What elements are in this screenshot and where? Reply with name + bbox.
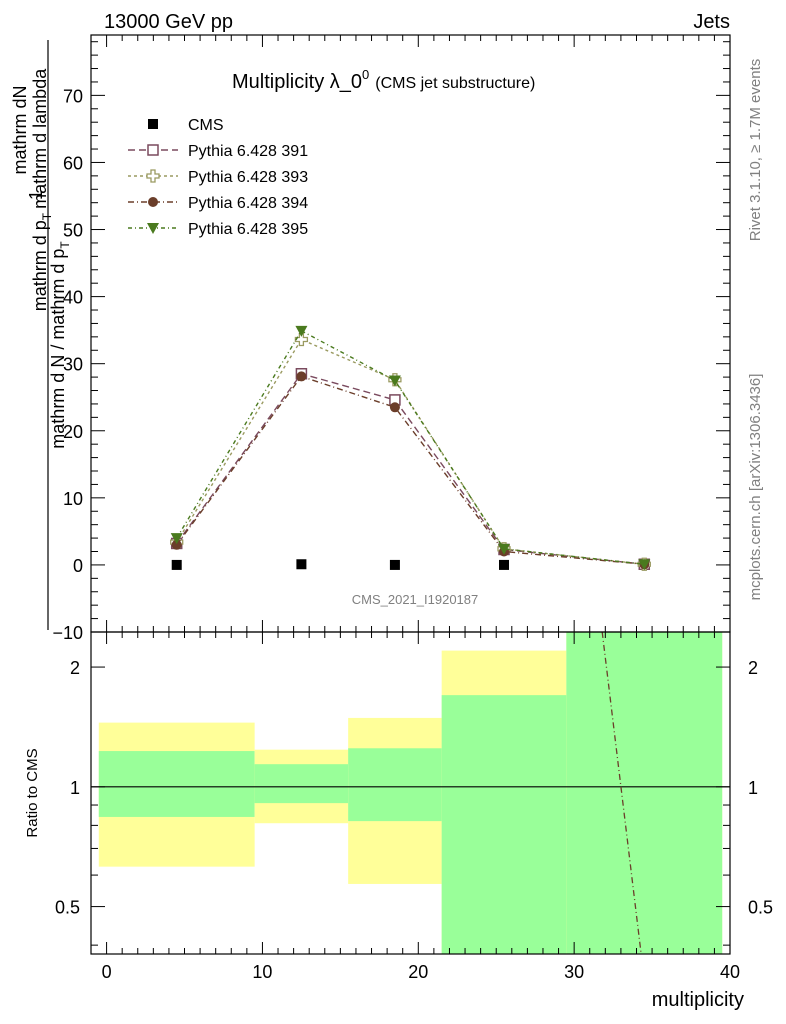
series-line: [176, 375, 645, 565]
legend-label: CMS: [188, 117, 224, 134]
legend-entry: Pythia 6.428 394: [128, 195, 308, 212]
svg-text:mathrm d N / mathrm d pT: mathrm d N / mathrm d pT: [48, 241, 72, 449]
x-tick-label: 30: [564, 962, 584, 982]
ratio-tick-label-right: 1: [748, 778, 758, 798]
y-tick-label: 10: [63, 489, 83, 509]
series-0: [171, 559, 650, 570]
data-point: [638, 559, 651, 571]
energy-label: 13000 GeV pp: [104, 11, 233, 33]
analysis-tag: CMS_2021_I1920187: [352, 592, 479, 607]
data-point: [389, 402, 400, 413]
y-tick-label: −10: [52, 623, 83, 643]
ratio-y-axis-label: Ratio to CMS: [24, 748, 41, 837]
legend: CMS Pythia 6.428 391 Pythia 6.428 393 Pythi…: [128, 117, 308, 238]
data-point: [171, 559, 182, 570]
x-tick-label: 10: [252, 962, 272, 982]
data-point: [170, 533, 183, 545]
series-1: [170, 367, 651, 571]
ratio-band-green: [254, 764, 349, 804]
series-line: [176, 338, 645, 565]
ratio-tick-label-right: 0.5: [748, 898, 773, 918]
x-axis-label: multiplicity: [652, 989, 744, 1011]
y-tick-label: 20: [63, 422, 83, 442]
series-line: [176, 329, 645, 565]
data-point: [296, 559, 307, 570]
x-tick-label: 20: [408, 962, 428, 982]
ratio-frame: [90, 631, 731, 955]
ratio-mc-line: [601, 631, 642, 955]
y-axis-label: 1 mathrm d N / mathrm d pT: [26, 40, 72, 630]
legend-marker: [147, 223, 159, 234]
ratio-tick-label-right: 2: [748, 658, 758, 678]
data-point: [294, 332, 309, 347]
y-axis-denominator: mathrm d pTmathrm d lambda: [30, 68, 54, 311]
legend-label: Pythia 6.428 391: [188, 143, 308, 160]
y-tick-label: 30: [63, 355, 83, 375]
legend-entry: CMS: [148, 117, 224, 134]
data-point: [499, 559, 510, 570]
series-3: [171, 371, 650, 570]
y-tick-label: 40: [63, 288, 83, 308]
data-point: [171, 539, 182, 550]
y-tick-label: 0: [73, 556, 83, 576]
x-tick-label: 0: [102, 962, 112, 982]
ratio-band-green: [566, 632, 723, 954]
data-point: [296, 371, 307, 382]
legend-marker: [147, 144, 159, 156]
data-point: [498, 543, 511, 555]
main-frame: [90, 34, 731, 633]
series-line: [176, 372, 645, 565]
ratio-tick-label: 2: [70, 658, 80, 678]
legend-entry: Pythia 6.428 393: [128, 169, 308, 186]
ratio-tick-label: 0.5: [55, 898, 80, 918]
ratio-band-green: [441, 695, 567, 954]
y-tick-label: 60: [63, 153, 83, 173]
data-point: [295, 325, 308, 337]
legend-entry: Pythia 6.428 391: [128, 143, 308, 160]
y-tick-label: 70: [63, 86, 83, 106]
legend-entry: Pythia 6.428 395: [128, 221, 308, 238]
x-tick-label: 40: [720, 962, 740, 982]
y-tick-label: 50: [63, 221, 83, 241]
axes: 0 10 20 30 40 −10 0 10 20 30 40 50 60 70 0.5 0.5 1 1 2 2: [52, 35, 773, 982]
data-point: [389, 559, 400, 570]
data-point: [388, 375, 401, 387]
category-label: Jets: [693, 11, 730, 33]
svg-text:1: 1: [26, 190, 46, 200]
legend-label: Pythia 6.428 393: [188, 169, 308, 186]
main-plot-area: [170, 325, 651, 571]
legend-marker: [146, 169, 160, 183]
legend-label: Pythia 6.428 395: [188, 221, 308, 238]
ratio-plot-area: [91, 631, 730, 955]
legend-marker: [148, 197, 158, 207]
legend-marker: [148, 119, 158, 129]
ratio-tick-label: 1: [70, 778, 80, 798]
mcplots-label: mcplots.cern.ch [arXiv:1306.3436]: [747, 374, 764, 601]
rivet-label: Rivet 3.1.10, ≥ 1.7M events: [747, 59, 764, 242]
y-axis-numerator: mathrm dN: [10, 85, 30, 174]
ratio-band-green: [348, 748, 442, 822]
chart-title: Multiplicity λ_00(CMS jet substructure): [232, 67, 535, 93]
series-2: [170, 332, 651, 571]
legend-label: Pythia 6.428 394: [188, 195, 308, 212]
series-4: [170, 325, 651, 571]
ratio-band-green: [98, 751, 255, 817]
